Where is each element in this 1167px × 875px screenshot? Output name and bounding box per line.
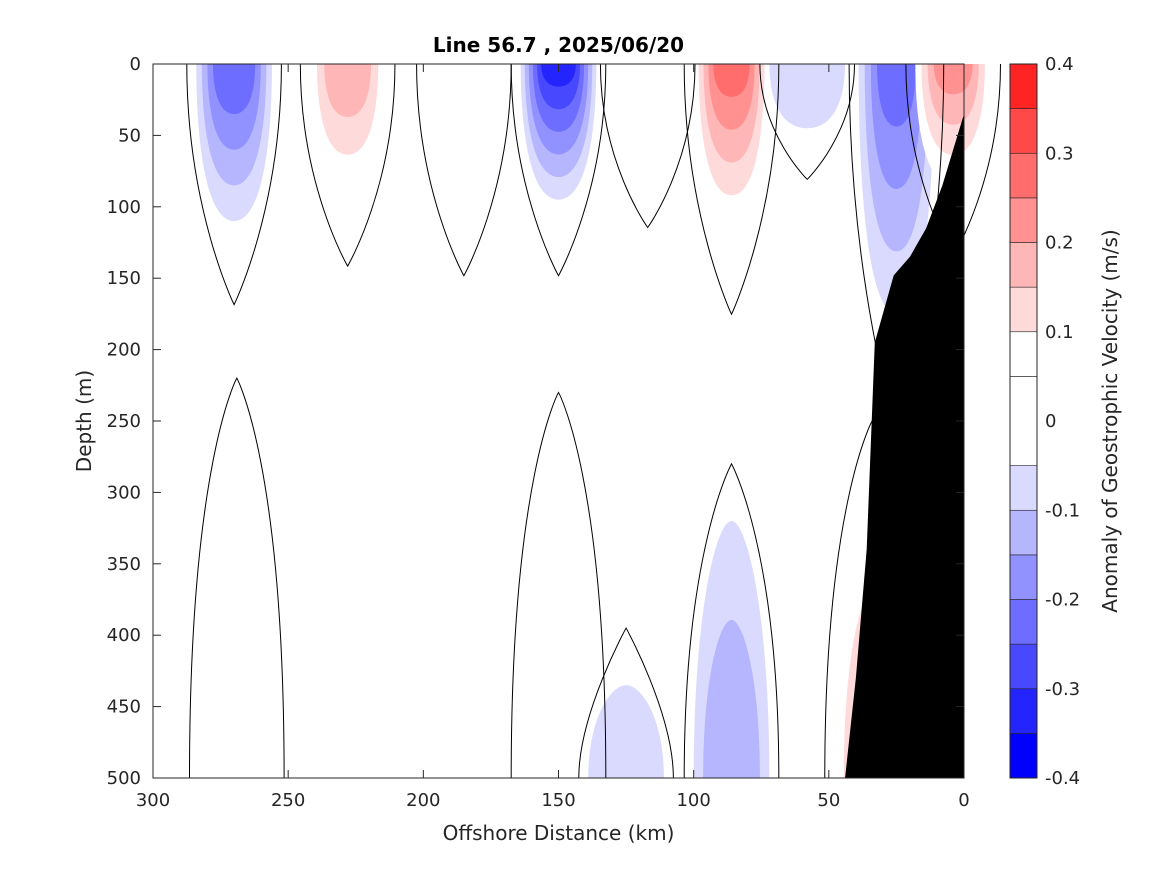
x-tick-label: 150 — [541, 790, 575, 811]
contour-feature-pos-9 — [198, 435, 275, 778]
contour-level-0.05 — [588, 685, 664, 778]
colorbar: 0.4 0.3 0.2 0.1 0 -0.1 -0.2 -0.3 -0.4 — [1009, 54, 1080, 789]
contour-feature-pos-10 — [520, 449, 597, 778]
colorbar-tick-label: 0.1 — [1045, 322, 1074, 343]
zero-contour-10 — [510, 391, 607, 779]
colorbar-tick-label: -0.3 — [1045, 679, 1080, 700]
contour-level-0.05 — [609, 64, 686, 164]
contour-level-0.05 — [520, 449, 597, 778]
zero-contour-lines — [186, 63, 1001, 779]
y-tick-label: 500 — [107, 768, 141, 789]
x-tick-label: 0 — [958, 790, 969, 811]
zero-contour-12 — [683, 462, 780, 779]
axes: 300 250 200 150 100 50 00501001502002503003504… — [107, 54, 970, 811]
colorbar-tick-label: -0.2 — [1045, 590, 1080, 611]
colorbar-segment — [1009, 286, 1038, 333]
colorbar-segment — [1009, 509, 1038, 556]
colorbar-segment — [1009, 242, 1038, 288]
contour-feature-neg-0 — [196, 64, 272, 222]
x-tick-label: 50 — [817, 790, 840, 811]
x-tick-label: 200 — [406, 790, 440, 811]
contour-level-0.05 — [426, 64, 502, 200]
y-tick-label: 350 — [107, 554, 141, 575]
colorbar-tick-label: 0.3 — [1045, 143, 1074, 164]
bathymetry-fill — [845, 113, 964, 779]
contour-feature-neg-3 — [520, 64, 597, 200]
contour-feature-pos-2 — [426, 64, 502, 200]
contour-feature-pos-1 — [309, 64, 386, 193]
colorbar-segment — [1009, 376, 1038, 466]
contour-feature-neg-12 — [693, 520, 770, 778]
zero-contour-0 — [186, 63, 282, 306]
contour-level-0.05 — [198, 435, 275, 778]
velocity-contour-fills — [196, 64, 992, 778]
zero-contour-5 — [683, 63, 780, 316]
x-tick-label: 250 — [271, 790, 305, 811]
x-tick-label: 100 — [676, 790, 710, 811]
colorbar-segment — [1009, 465, 1038, 511]
contour-level-0.20 — [213, 64, 256, 114]
y-tick-label: 400 — [107, 625, 141, 646]
y-tick-label: 250 — [107, 411, 141, 432]
zero-contour-6 — [759, 63, 856, 181]
y-tick-label: 100 — [107, 197, 141, 218]
y-tick-label: 450 — [107, 697, 141, 718]
colorbar-segment — [1009, 331, 1038, 377]
bathymetry-shelf — [845, 113, 964, 779]
y-tick-label: 300 — [107, 482, 141, 503]
zero-contour-9 — [188, 377, 285, 779]
contour-level-0.30 — [541, 64, 576, 87]
colorbar-segment — [1009, 554, 1038, 600]
zero-contour-4 — [599, 63, 696, 229]
contour-feature-pos-5 — [693, 64, 770, 229]
contour-level-0.10 — [703, 619, 760, 778]
y-tick-label: 150 — [107, 268, 141, 289]
y-tick-label: 50 — [118, 125, 141, 146]
colorbar-segment — [1009, 108, 1038, 154]
contour-feature-neg-11 — [588, 685, 664, 778]
colorbar-segment — [1009, 688, 1038, 734]
zero-contour-1 — [299, 63, 396, 268]
colorbar-tick-label: -0.1 — [1045, 500, 1080, 521]
colorbar-segment — [1009, 599, 1038, 645]
zero-contour-11 — [578, 627, 674, 779]
x-tick-label: 300 — [136, 790, 170, 811]
y-tick-label: 200 — [107, 340, 141, 361]
x-axis-title: Offshore Distance (km) — [443, 821, 675, 845]
contour-level-0.15 — [324, 64, 372, 117]
y-tick-label: 0 — [130, 54, 141, 75]
contour-level-0.25 — [713, 64, 750, 97]
colorbar-segment — [1009, 63, 1038, 109]
contour-level-0.05 — [769, 64, 846, 129]
contour-feature-pos-8 — [915, 64, 992, 186]
zero-contour-2 — [416, 63, 512, 277]
colorbar-title: Anomaly of Geostrophic Velocity (m/s) — [1098, 229, 1122, 612]
colorbar-segment — [1009, 197, 1038, 243]
zero-contour-3 — [510, 63, 607, 277]
colorbar-tick-label: -0.4 — [1045, 768, 1080, 789]
chart-title: Line 56.7 , 2025/06/20 — [433, 33, 684, 57]
colorbar-segment — [1009, 152, 1038, 199]
colorbar-tick-label: 0 — [1045, 411, 1056, 432]
colorbar-segment — [1009, 643, 1038, 690]
colorbar-tick-label: 0.2 — [1045, 233, 1074, 254]
contour-feature-neg-6 — [769, 64, 846, 129]
contour-feature-pos-4 — [609, 64, 686, 164]
colorbar-segment — [1009, 733, 1038, 779]
colorbar-frame — [1009, 63, 1038, 779]
colorbar-tick-label: 0.4 — [1045, 54, 1074, 75]
y-axis-title: Depth (m) — [72, 370, 96, 472]
